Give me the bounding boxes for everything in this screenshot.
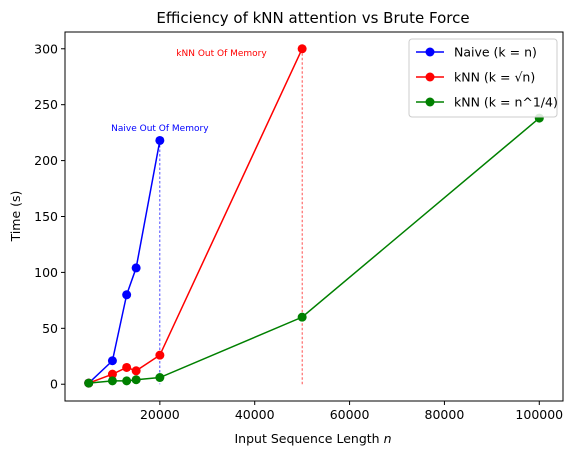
oom-annotation: kNN Out Of Memory <box>176 49 267 59</box>
legend-swatch-marker <box>425 97 435 107</box>
data-point <box>122 362 132 372</box>
data-point <box>131 366 141 376</box>
data-point <box>84 378 94 388</box>
y-axis-label: Time (s) <box>8 191 23 243</box>
data-point <box>131 263 141 273</box>
y-tick-label: 100 <box>34 265 58 280</box>
x-axis-label: Input Sequence Length n <box>234 431 391 446</box>
data-point <box>155 135 165 145</box>
x-axis-label-text: Input Sequence Length <box>234 431 379 446</box>
x-axis-label-var: n <box>384 431 392 446</box>
plot-area: Naive Out Of Memory kNN Out Of Memory <box>84 44 544 388</box>
data-point <box>107 356 117 366</box>
x-tick-label: 40000 <box>235 407 275 422</box>
y-tick-label: 250 <box>34 97 58 112</box>
legend-entry-name: Naive <box>454 45 494 60</box>
chart-title: Efficiency of kNN attention vs Brute For… <box>156 9 469 27</box>
legend-entry: kNN (k = n^1/4) <box>454 95 558 110</box>
legend-swatch-marker <box>425 72 435 82</box>
data-point <box>297 44 307 54</box>
oom-annotation: Naive Out Of Memory <box>111 124 209 134</box>
x-tick-label: 20000 <box>140 407 180 422</box>
data-point <box>155 373 165 383</box>
legend-entry: Naive (k = n) <box>454 45 537 60</box>
legend-entry-expr: (k = n) <box>494 45 537 60</box>
data-point <box>122 290 132 300</box>
data-point <box>131 375 141 385</box>
legend-entry-name: kNN <box>454 70 484 85</box>
y-tick-label: 300 <box>34 41 58 56</box>
x-tick-label: 80000 <box>425 407 465 422</box>
data-point <box>122 376 132 386</box>
series-line <box>88 140 161 384</box>
legend-entry-expr: (k = √n) <box>484 70 535 85</box>
data-point <box>107 376 117 386</box>
series-line <box>88 48 303 384</box>
x-tick-label: 100000 <box>515 407 563 422</box>
legend-entry: kNN (k = √n) <box>454 70 535 85</box>
legend: Naive (k = n)kNN (k = √n)kNN (k = n^1/4) <box>408 38 558 118</box>
y-tick-label: 200 <box>34 153 58 168</box>
legend-swatch-marker <box>425 47 435 57</box>
x-tick-label: 60000 <box>330 407 370 422</box>
data-point <box>107 369 117 379</box>
data-point <box>155 350 165 360</box>
y-tick-label: 50 <box>42 321 58 336</box>
legend-entry-name: kNN <box>454 95 484 110</box>
legend-box <box>408 38 558 118</box>
legend-entry-expr: (k = n^1/4) <box>484 95 558 110</box>
y-tick-label: 0 <box>50 377 58 392</box>
data-point <box>297 312 307 322</box>
y-tick-label: 150 <box>34 209 58 224</box>
